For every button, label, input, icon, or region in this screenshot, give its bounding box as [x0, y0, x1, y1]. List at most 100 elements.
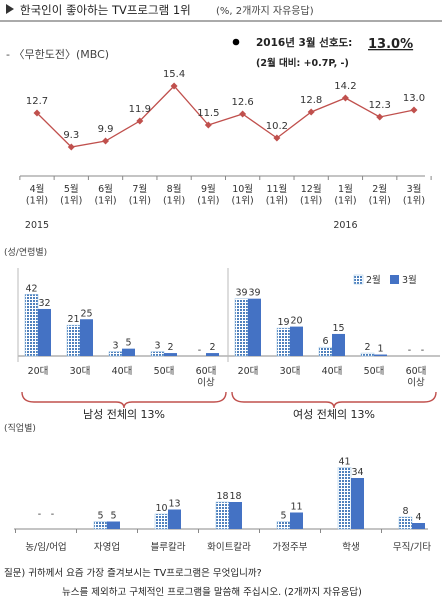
bar-feb [93, 521, 108, 530]
preference-value: 13.0% [368, 37, 413, 52]
data-point [341, 94, 349, 102]
x-tick-label: 무직/기타 [393, 542, 431, 553]
bar-mar [412, 523, 425, 529]
bar-label: 39 [248, 288, 260, 299]
x-tick-label: 30대 [70, 366, 91, 377]
data-point [239, 110, 247, 118]
bar-mar [168, 509, 181, 529]
bar-mar [290, 512, 303, 529]
bar-feb [215, 501, 230, 530]
bar-mar [248, 298, 261, 356]
bar-label: 19 [277, 317, 289, 328]
bar-feb [108, 351, 123, 357]
legend-swatch-feb [353, 274, 364, 285]
bar-feb [150, 351, 165, 357]
preference-comparison: (2월 대비: +0.7P, -) [256, 57, 349, 69]
bar-label: 18 [229, 491, 241, 502]
x-tick-label: 50대 [154, 366, 175, 377]
year-label: 2015 [25, 220, 49, 231]
page-title: 한국인이 좋아하는 TV프로그램 1위 [20, 3, 191, 17]
bar-feb [66, 324, 81, 357]
data-point [410, 106, 418, 114]
x-tick-label: 40대 [112, 366, 133, 377]
bar-feb [154, 513, 169, 530]
question-line-2: 뉴스를 제외하고 구체적인 프로그램을 말씀해 주십시오. (2개까지 자유응답… [62, 586, 362, 598]
question-line-1: 질문) 귀하께서 요즘 가장 즐겨보시는 TV프로그램은 무엇입니까? [4, 567, 262, 579]
data-point [273, 134, 281, 142]
x-tick-label: 2월 (1위) [369, 183, 391, 207]
bar-mar [229, 502, 242, 529]
bar-mar [351, 478, 364, 529]
age-section-title: (성/연령별) [4, 246, 47, 258]
bar-label: 18 [216, 491, 228, 502]
bar-mar [122, 348, 135, 356]
group-summary: 여성 전체의 13% [293, 408, 375, 421]
bar-label: 13 [168, 499, 180, 510]
group-summary: 남성 전체의 13% [83, 408, 165, 421]
bar-feb [318, 346, 333, 357]
bar-mar [107, 521, 120, 529]
bar-label: 21 [67, 314, 79, 325]
bar-label: 3 [112, 341, 118, 352]
bar-label: 11 [290, 502, 302, 513]
bar-label: 39 [235, 288, 247, 299]
x-tick-label: 12월 (1위) [300, 183, 322, 207]
series-line [36, 85, 415, 148]
x-tick-label: 3월 (1위) [403, 183, 425, 207]
x-tick-label: 농/임/어업 [25, 541, 66, 553]
x-tick-label: 60대 이상 [196, 366, 217, 389]
x-tick-label: 50대 [364, 366, 385, 377]
bar-feb [276, 327, 291, 357]
legend-label: 2월 [366, 274, 381, 286]
bar-feb [234, 298, 249, 357]
bar-label: - [51, 509, 54, 520]
bar-label: 10 [155, 503, 167, 514]
data-label: 12.6 [231, 97, 253, 108]
bar-label: 2 [364, 342, 370, 353]
bar-label: - [38, 509, 41, 520]
bar-label: 41 [338, 457, 350, 468]
data-point [102, 137, 110, 145]
legend-swatch-mar [390, 275, 399, 284]
bar-label: 15 [332, 323, 344, 334]
bar-feb [24, 294, 39, 357]
x-tick-label: 화이트칼라 [207, 542, 251, 553]
preference-label: 2016년 3월 선호도: [256, 36, 352, 49]
data-label: 13.0 [403, 93, 425, 104]
bar-feb [360, 352, 375, 357]
bar-mar [80, 319, 93, 356]
bar-label: 5 [97, 511, 103, 522]
group-brace [21, 391, 227, 409]
x-tick-label: 9월 (1위) [197, 183, 219, 207]
x-tick-label: 학생 [342, 542, 359, 553]
bar-mar [206, 353, 219, 356]
x-tick-label: 가정주부 [273, 542, 308, 553]
x-tick-label: 30대 [280, 366, 301, 377]
data-label: 12.3 [369, 100, 391, 111]
bar-feb [398, 516, 413, 530]
bar-label: 1 [377, 344, 383, 355]
x-tick-label: 6월 (1위) [94, 183, 116, 207]
monthly-line-chart: 12.7 9.3 9.9 11.9 15.4 11.5 12.6 10.2 12.8 14.2 12… [19, 69, 432, 231]
data-point [376, 113, 384, 121]
data-label: 9.9 [98, 124, 114, 135]
job-section-title: (직업별) [4, 423, 36, 434]
x-tick-label: 8월 (1위) [163, 183, 185, 207]
bar-label: - [408, 345, 411, 356]
bar-mar [374, 354, 387, 356]
x-tick-label: 4월 (1위) [26, 183, 48, 207]
bar-label: 5 [110, 511, 116, 522]
bar-mar [164, 353, 177, 356]
bar-mar [290, 326, 303, 356]
data-point [204, 121, 212, 129]
data-label: 10.2 [266, 121, 288, 132]
data-point [33, 109, 41, 117]
bar-label: 2 [167, 342, 173, 353]
bar-label: 4 [415, 512, 421, 523]
data-label: 12.7 [26, 96, 48, 107]
x-tick-label: 20대 [238, 366, 259, 377]
data-label: 9.3 [63, 130, 79, 141]
